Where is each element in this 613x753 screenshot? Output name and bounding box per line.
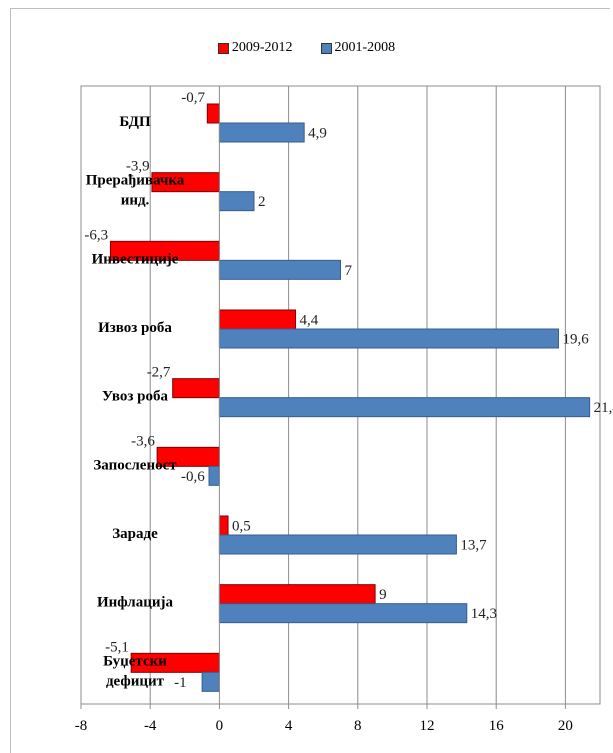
bar-series-1 bbox=[206, 103, 220, 124]
bar-series-2 bbox=[218, 534, 457, 555]
bar-series-1 bbox=[172, 378, 220, 399]
data-label-series-2: 4,9 bbox=[308, 126, 327, 142]
category-label: Запосленост bbox=[93, 457, 177, 473]
data-label-series-1: -2,7 bbox=[147, 365, 171, 381]
bar-series-2 bbox=[218, 259, 341, 280]
x-tick-label: -8 bbox=[75, 718, 88, 734]
bar-series-2 bbox=[208, 465, 220, 486]
legend-swatch-series-2 bbox=[320, 42, 332, 54]
category-label: Буџетски bbox=[103, 653, 167, 669]
bar-series-1 bbox=[218, 309, 297, 330]
category-label: Прерађивачка bbox=[86, 173, 185, 189]
data-label-series-1: -6,3 bbox=[84, 227, 108, 243]
data-label-series-2: -1 bbox=[174, 675, 187, 691]
x-tick-label: 16 bbox=[489, 718, 505, 734]
data-label-series-2: 2 bbox=[258, 194, 266, 210]
data-label-series-2: 14,3 bbox=[471, 606, 497, 622]
bar-series-1 bbox=[218, 584, 376, 605]
bar-series-2 bbox=[218, 191, 255, 212]
legend-item-series-1: 2009-2012 bbox=[217, 40, 293, 56]
category-label: Увоз роба bbox=[102, 389, 168, 405]
category-label: Извоз роба bbox=[98, 320, 172, 336]
legend-label-series-2: 2001-2008 bbox=[334, 40, 396, 55]
data-label-series-1: -3,6 bbox=[131, 433, 155, 449]
data-label-series-1: 9 bbox=[379, 587, 387, 603]
category-label: Зараде bbox=[112, 526, 158, 542]
bar-series-2 bbox=[218, 603, 468, 624]
data-label-series-2: 21,4 bbox=[594, 400, 613, 416]
data-label-series-2: 13,7 bbox=[460, 538, 487, 554]
data-label-series-2: -0,6 bbox=[181, 469, 205, 485]
legend-label-series-1: 2009-2012 bbox=[231, 40, 293, 55]
bar-series-2 bbox=[218, 328, 559, 349]
data-label-series-2: 7 bbox=[345, 263, 353, 279]
data-label-series-1: 0,5 bbox=[232, 519, 251, 535]
x-tick-label: 20 bbox=[558, 718, 573, 734]
legend-swatch-series-1 bbox=[217, 42, 229, 54]
legend-item-series-2: 2001-2008 bbox=[320, 40, 396, 56]
bar-series-1 bbox=[218, 515, 229, 536]
x-tick-label: 12 bbox=[420, 718, 435, 734]
category-label: Инфлација bbox=[97, 595, 174, 611]
category-label: дефицит bbox=[106, 673, 165, 689]
data-label-series-1: -5,1 bbox=[105, 639, 129, 655]
data-label-series-1: -3,9 bbox=[126, 159, 150, 175]
data-label-series-2: 19,6 bbox=[562, 332, 589, 348]
data-label-series-1: -0,7 bbox=[181, 90, 205, 106]
x-tick-label: 0 bbox=[216, 718, 224, 734]
x-tick-label: 4 bbox=[285, 718, 293, 734]
chart-frame bbox=[10, 8, 610, 753]
bar-series-2 bbox=[201, 671, 220, 692]
x-tick-label: 8 bbox=[354, 718, 362, 734]
x-tick-label: -4 bbox=[144, 718, 157, 734]
legend: 2009-2012 2001-2008 bbox=[0, 40, 613, 56]
category-label: инд. bbox=[121, 193, 150, 209]
data-label-series-1: 4,4 bbox=[300, 313, 319, 329]
category-label: БДП bbox=[119, 114, 151, 130]
bar-series-2 bbox=[218, 122, 305, 143]
category-label: Инвестиције bbox=[92, 251, 179, 267]
bar-series-2 bbox=[218, 397, 591, 418]
